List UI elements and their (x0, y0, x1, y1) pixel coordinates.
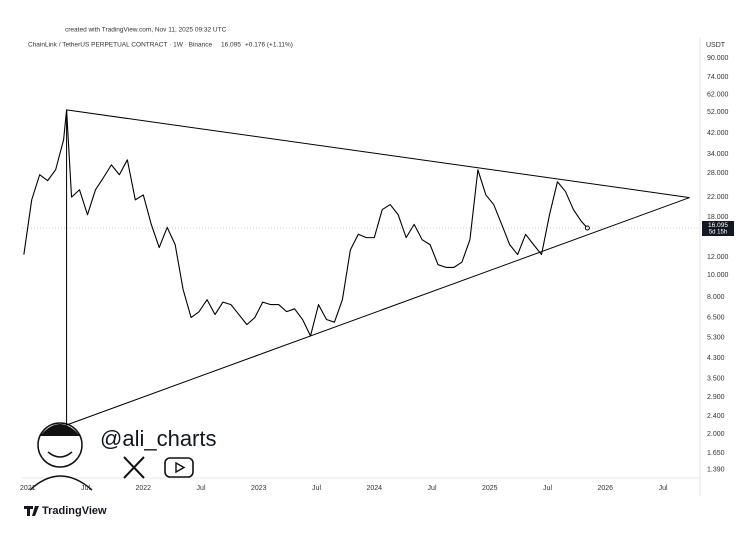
y-tick-label: 12.000 (707, 254, 729, 261)
x-tick-label: Jul (428, 485, 437, 492)
y-tick-label: 8.000 (707, 294, 725, 301)
watermark: @ali_charts (29, 422, 217, 491)
y-tick-label: 28.000 (707, 170, 729, 177)
price-badge-value: 16.095 (708, 222, 728, 229)
symbol-title: ChainLink / TetherUS PERPETUAL CONTRACT … (28, 42, 212, 49)
header-price: 16.095 (221, 42, 241, 49)
last-point (584, 225, 590, 231)
y-tick-label: 1.390 (707, 467, 725, 474)
watermark-handle: @ali_charts (100, 426, 217, 451)
x-tick-label: Jul (659, 485, 668, 492)
y-tick-label: 2.400 (707, 413, 725, 420)
y-tick-label: 18.000 (707, 214, 729, 221)
y-tick-label: 3.500 (707, 376, 725, 383)
y-tick-label: 4.300 (707, 355, 725, 362)
brand-name: TradingView (42, 505, 107, 517)
x-tick-label: Jul (81, 485, 90, 492)
youtube-icon (164, 457, 194, 478)
y-tick-label: 62.000 (707, 92, 729, 99)
x-tick-label: Jul (312, 485, 321, 492)
y-axis-label: USDT (706, 42, 726, 49)
y-tick-label: 34.000 (707, 151, 729, 158)
y-tick-label: 2.900 (707, 394, 725, 401)
avatar-smile (47, 451, 73, 458)
avatar-hair (40, 424, 80, 436)
header-change: +0.176 (+1.11%) (245, 42, 293, 49)
y-tick-label: 42.000 (707, 130, 729, 137)
x-tick-label: 2025 (482, 485, 498, 492)
x-tick-label: 2022 (135, 485, 151, 492)
price-line (23, 109, 588, 337)
x-tick-label: 2021 (20, 485, 36, 492)
y-tick-label: 10.000 (707, 272, 729, 279)
x-tick-label: Jul (543, 485, 552, 492)
price-badge-countdown: 5d 15h (709, 230, 727, 236)
price-badge (702, 220, 734, 236)
y-tick-label: 1.650 (707, 450, 725, 457)
trendline (66, 109, 690, 199)
brand-logo (24, 506, 39, 516)
created-note: created with TradingView.com, Nov 11, 20… (65, 27, 227, 34)
y-tick-label: 52.000 (707, 109, 729, 116)
youtube-play (175, 461, 186, 474)
y-tick-label: 6.500 (707, 314, 725, 321)
x-tick-label: Jul (197, 485, 206, 492)
x-tick-label: 2024 (366, 485, 382, 492)
y-tick-label: 5.300 (707, 335, 725, 342)
x-icon (123, 456, 145, 479)
trendline (66, 197, 690, 426)
y-tick-label: 2.000 (707, 431, 725, 438)
y-tick-label: 74.000 (707, 74, 729, 81)
avatar-shoulders (29, 475, 93, 491)
y-tick-label: 90.000 (707, 55, 729, 62)
x-tick-label: 2023 (251, 485, 267, 492)
x-tick-label: 2026 (597, 485, 613, 492)
y-tick-label: 22.000 (707, 194, 729, 201)
